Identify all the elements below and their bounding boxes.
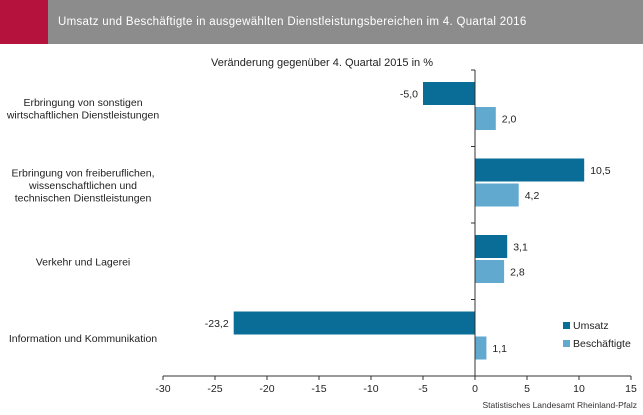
data-label: 1,1: [492, 343, 507, 355]
x-tick-label: 15: [625, 383, 637, 395]
legend-swatch-beschaeftigte: [563, 340, 570, 347]
data-label: -5,0: [400, 89, 418, 101]
bar-beschaeftigte: [475, 107, 496, 130]
x-tick-label: -30: [155, 383, 170, 395]
x-tick-label: 5: [524, 383, 530, 395]
x-tick-label: 10: [573, 383, 585, 395]
chart-header: Umsatz und Beschäftigte in ausgewählten …: [0, 0, 643, 44]
bar-umsatz: [475, 235, 508, 258]
category-label: Erbringung von sonstigen wirtschaftlichen…: [6, 97, 159, 122]
legend-label: Beschäftigte: [573, 338, 631, 350]
bar-beschaeftigte: [475, 260, 505, 283]
data-label: -23,2: [205, 318, 229, 330]
x-tick-label: 0: [472, 383, 478, 395]
category-label: Information und Kommunikation: [9, 333, 157, 345]
bar-chart: Veränderung gegenüber 4. Quartal 2015 in…: [6, 57, 638, 410]
legend-label: Umsatz: [573, 320, 609, 332]
bar-beschaeftigte: [475, 183, 519, 207]
data-label: 2,0: [502, 114, 517, 126]
source-note: Statistisches Landesamt Rheinland-Pfalz: [483, 400, 638, 410]
x-tick-label: -15: [311, 383, 326, 395]
category-label: Erbringung von freiberuflichen, wissensch…: [11, 167, 154, 204]
bar-umsatz: [233, 311, 475, 335]
bar-umsatz: [475, 158, 585, 182]
x-tick-label: -5: [418, 383, 427, 395]
data-label: 10,5: [590, 165, 611, 177]
category-label: Verkehr und Lagerei: [36, 256, 131, 268]
data-label: 4,2: [525, 190, 540, 202]
data-label: 2,8: [510, 267, 525, 279]
x-tick-label: -25: [207, 383, 222, 395]
chart-subtitle: Veränderung gegenüber 4. Quartal 2015 in…: [211, 57, 433, 69]
bar-beschaeftigte: [475, 336, 487, 360]
header-accent: [0, 0, 48, 44]
legend-swatch-umsatz: [563, 322, 570, 329]
data-label: 3,1: [513, 242, 528, 254]
x-tick-label: -20: [259, 383, 274, 395]
x-tick-label: -10: [363, 383, 378, 395]
bar-umsatz: [423, 82, 475, 105]
chart-title: Umsatz und Beschäftigte in ausgewählten …: [58, 16, 527, 28]
